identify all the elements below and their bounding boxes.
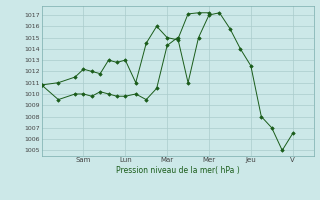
X-axis label: Pression niveau de la mer( hPa ): Pression niveau de la mer( hPa ) bbox=[116, 166, 239, 175]
